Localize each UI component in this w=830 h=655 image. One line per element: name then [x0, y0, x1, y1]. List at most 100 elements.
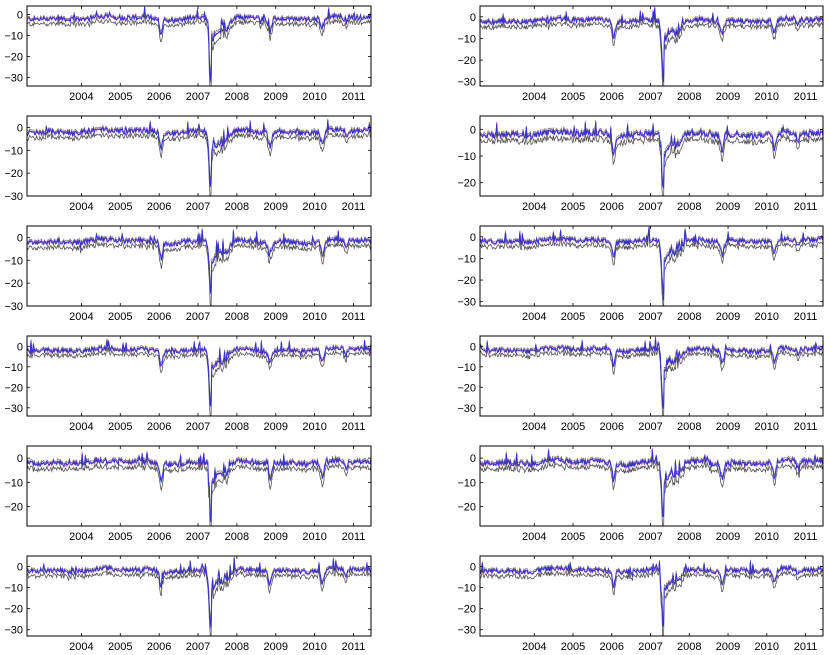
- y-tick-label: −20: [457, 178, 476, 190]
- plot-area: [27, 228, 371, 306]
- x-tick-label: 2006: [147, 311, 171, 323]
- x-tick-label: 2004: [522, 91, 546, 103]
- x-tick-label: 2011: [794, 421, 818, 433]
- series-band-upper: [480, 336, 823, 404]
- axes-frame: [479, 335, 824, 417]
- y-tick-label: −20: [457, 502, 476, 514]
- x-tick-label: 2008: [225, 311, 249, 323]
- series-primary: [480, 450, 823, 518]
- x-tick-label: 2009: [264, 531, 288, 543]
- x-tick-label: 2005: [108, 311, 132, 323]
- axes-frame: [26, 5, 372, 87]
- y-tick-label: −30: [4, 301, 23, 313]
- x-tick-label: 2004: [69, 311, 93, 323]
- series-band-lower: [480, 343, 823, 416]
- x-tick-label: 2006: [600, 421, 624, 433]
- y-tick-label: −20: [4, 502, 23, 514]
- series-band-upper: [480, 120, 823, 183]
- x-tick-label: 2005: [561, 641, 585, 653]
- y-tick-label: −20: [4, 382, 23, 394]
- x-tick-label: 2007: [638, 531, 662, 543]
- y-tick-label: 0: [17, 341, 23, 353]
- x-tick-label: 2008: [225, 91, 249, 103]
- y-tick-label: 0: [17, 232, 23, 244]
- x-tick-label: 2010: [302, 641, 326, 653]
- y-tick-label: −10: [4, 30, 23, 42]
- x-tick-label: 2011: [342, 311, 366, 323]
- y-tick-label: −20: [4, 604, 23, 616]
- series-band-lower: [27, 234, 371, 306]
- x-tick-label: 2007: [186, 421, 210, 433]
- x-tick-label: 2006: [600, 531, 624, 543]
- x-tick-label: 2010: [302, 421, 326, 433]
- x-tick-label: 2006: [147, 641, 171, 653]
- series-band-upper: [480, 6, 823, 77]
- y-tick-label: −10: [4, 145, 23, 157]
- y-tick-label: 0: [470, 12, 476, 24]
- y-tick-label: −20: [457, 275, 476, 287]
- series-band-lower: [27, 563, 371, 636]
- chart-panel: 2004 2005 2006 2007 2008 2009 2010 2011 0 −10 −20 −…: [4, 555, 372, 653]
- axes-frame: [479, 555, 824, 637]
- y-tick-label: −20: [457, 382, 476, 394]
- x-tick-label: 2007: [638, 421, 662, 433]
- x-tick-label: 2010: [302, 91, 326, 103]
- series-band-lower: [27, 124, 371, 196]
- y-tick-label: −30: [4, 625, 23, 637]
- plot-area: [27, 118, 371, 196]
- x-tick-label: 2010: [755, 531, 779, 543]
- x-tick-label: 2011: [342, 201, 366, 213]
- x-tick-label: 2004: [522, 311, 546, 323]
- series-band-upper: [27, 228, 371, 289]
- x-tick-label: 2005: [108, 91, 132, 103]
- x-tick-label: 2007: [186, 91, 210, 103]
- axes-frame: [479, 225, 824, 307]
- series-primary: [27, 7, 371, 83]
- chart-panel: 2004 2005 2006 2007 2008 2009 2010 2011 0 −10 −20 −…: [4, 225, 372, 323]
- chart-panel: 2004 2005 2006 2007 2008 2009 2010 2011 0 −10 −20 −…: [457, 225, 824, 323]
- x-tick-label: 2007: [186, 311, 210, 323]
- series-band-upper: [27, 118, 371, 182]
- y-tick-label: 0: [17, 9, 23, 21]
- y-tick-label: −30: [457, 403, 476, 415]
- y-tick-label: −10: [457, 253, 476, 265]
- x-tick-label: 2004: [522, 641, 546, 653]
- x-tick-label: 2011: [794, 201, 818, 213]
- plot-area: [480, 120, 823, 196]
- x-tick-label: 2004: [522, 421, 546, 433]
- series-primary: [27, 340, 371, 407]
- x-tick-label: 2007: [638, 91, 662, 103]
- y-tick-label: −10: [457, 33, 476, 45]
- series-primary: [27, 453, 371, 523]
- x-tick-label: 2009: [264, 91, 288, 103]
- x-tick-label: 2011: [794, 91, 818, 103]
- axes-frame: [26, 335, 372, 417]
- plot-area: [27, 556, 371, 636]
- y-tick-label: −20: [457, 55, 476, 67]
- y-tick-label: −10: [4, 477, 23, 489]
- x-tick-label: 2011: [342, 641, 366, 653]
- x-tick-label: 2008: [677, 531, 701, 543]
- y-tick-label: 0: [17, 122, 23, 134]
- y-tick-label: −10: [4, 255, 23, 267]
- x-tick-label: 2004: [69, 421, 93, 433]
- series-band-lower: [27, 344, 371, 416]
- x-tick-label: 2009: [716, 91, 740, 103]
- y-tick-label: −30: [457, 297, 476, 309]
- x-tick-label: 2009: [716, 641, 740, 653]
- x-tick-label: 2006: [147, 91, 171, 103]
- plot-area: [480, 6, 823, 86]
- y-tick-label: −20: [457, 604, 476, 616]
- y-tick-label: −10: [457, 477, 476, 489]
- axes-frame: [479, 115, 824, 197]
- axes-frame: [26, 555, 372, 637]
- x-tick-label: 2007: [638, 201, 662, 213]
- x-tick-label: 2011: [342, 91, 366, 103]
- chart-panel: 2004 2005 2006 2007 2008 2009 2010 2011 0 −10 −20: [457, 115, 824, 213]
- x-tick-label: 2010: [755, 311, 779, 323]
- plot-area: [480, 226, 823, 306]
- x-tick-label: 2005: [561, 201, 585, 213]
- x-tick-label: 2010: [302, 531, 326, 543]
- x-tick-label: 2011: [342, 421, 366, 433]
- y-tick-label: 0: [17, 562, 23, 574]
